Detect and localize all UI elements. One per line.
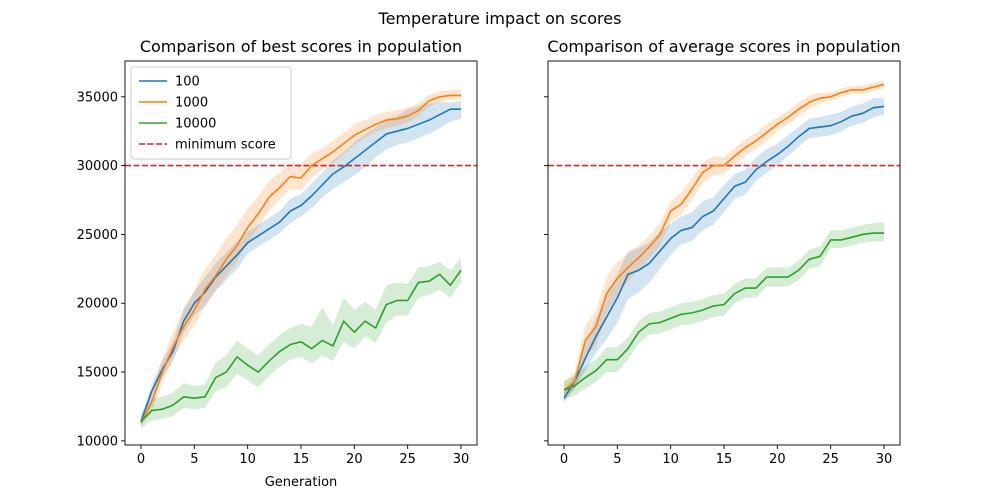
figure-suptitle: Temperature impact on scores [378, 9, 622, 28]
best-ytick-label: 10000 [77, 434, 118, 449]
best-ytick-label: 30000 [77, 159, 118, 174]
average-line-1000 [563, 83, 885, 391]
average-line-10000 [563, 232, 884, 391]
best-series-group [125, 89, 477, 429]
best-ytick-label: 20000 [77, 297, 118, 312]
legend-label: minimum score [175, 138, 276, 153]
average-scores-plot-area: 0 5 10 15 20 25 30 [544, 60, 901, 467]
average-xtick-label: 25 [822, 452, 839, 467]
average-scores-title: Comparison of average scores in populati… [547, 37, 900, 56]
best-xtick-label: 10 [239, 452, 256, 467]
legend-box [130, 66, 292, 160]
average-line-100 [563, 105, 885, 399]
best-line-1000 [140, 94, 461, 424]
average-band-10000 [564, 222, 884, 400]
best-xtick-label: 15 [293, 452, 310, 467]
average-series-group [548, 80, 900, 403]
average-xtick-label: 0 [560, 452, 568, 467]
best-scores-plot-area: 0 5 10 15 20 25 30 10000 15000 20000 25000 30000 350… [77, 60, 478, 467]
best-xtick-label: 0 [137, 452, 145, 467]
best-band-10000 [141, 257, 461, 429]
best-ytick-label: 25000 [77, 228, 118, 243]
best-band-100 [141, 100, 461, 425]
legend: 100 1000 10000 minimum score [130, 66, 292, 160]
best-scores-panel: Comparison of best scores in population … [77, 37, 478, 490]
average-scores-panel: Comparison of average scores in populati… [544, 37, 901, 467]
best-xtick-label: 20 [346, 452, 363, 467]
best-xtick-label: 5 [190, 452, 198, 467]
best-scores-xlabel: Generation [265, 475, 338, 490]
best-ytick-label: 35000 [77, 90, 118, 105]
average-xtick-label: 10 [662, 452, 679, 467]
best-line-100 [140, 108, 461, 422]
average-xtick-label: 30 [876, 452, 893, 467]
legend-label: 10000 [175, 117, 216, 132]
average-xtick-label: 20 [769, 452, 786, 467]
average-xtick-label: 5 [613, 452, 621, 467]
average-xtick-label: 15 [716, 452, 733, 467]
best-line-10000 [140, 269, 462, 423]
best-ytick-label: 15000 [77, 366, 118, 381]
best-scores-title: Comparison of best scores in population [140, 37, 462, 56]
best-xtick-label: 25 [399, 452, 416, 467]
legend-label: 1000 [175, 96, 208, 111]
legend-label: 100 [175, 75, 200, 90]
best-xtick-label: 30 [453, 452, 470, 467]
